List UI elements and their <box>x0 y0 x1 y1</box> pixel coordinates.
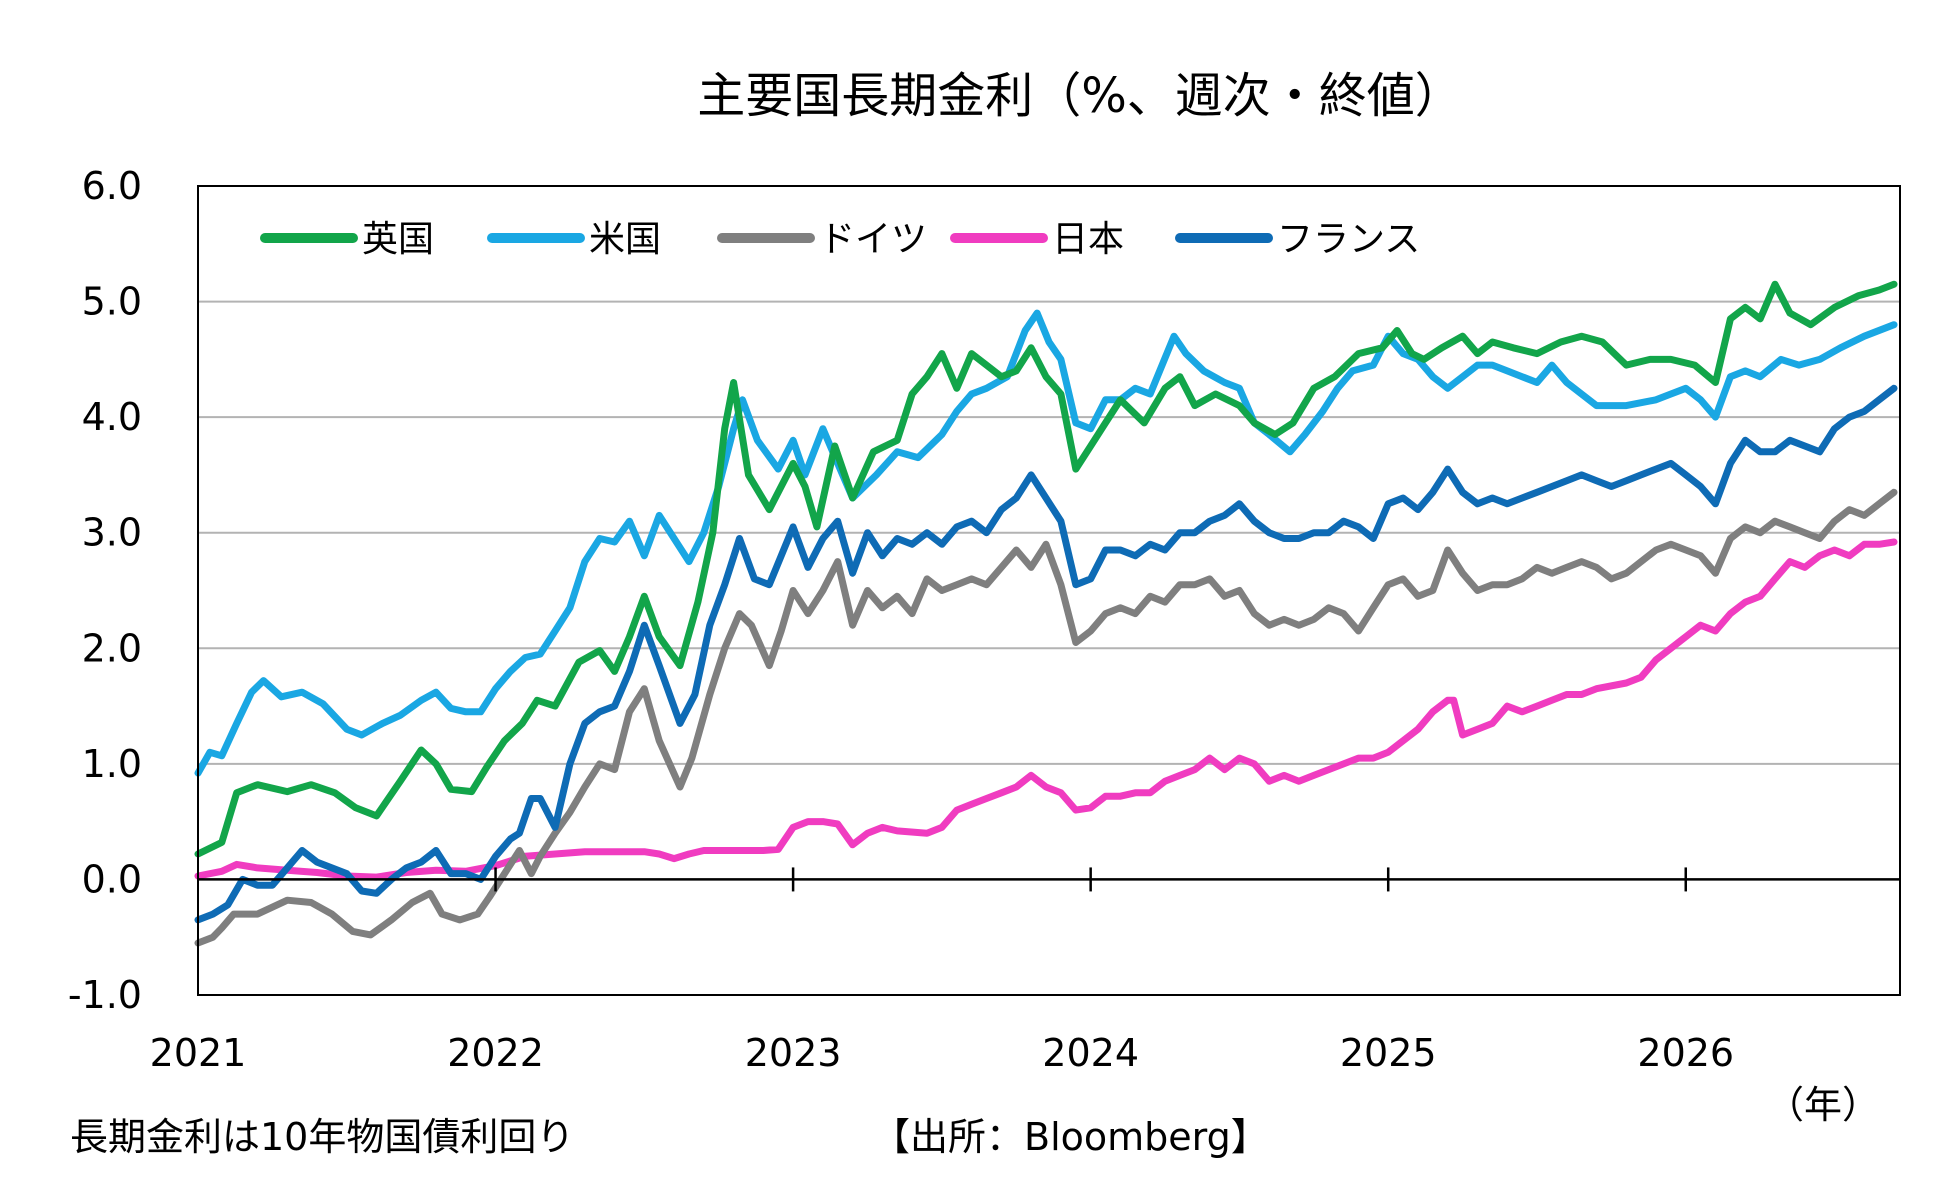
chart-title: 主要国長期金利（%、週次・終値） <box>697 68 1463 124</box>
series-line-1 <box>194 309 1898 777</box>
x-tick-label: 2025 <box>1340 1031 1437 1075</box>
y-tick-label: -1.0 <box>68 973 142 1017</box>
y-tick-label: 1.0 <box>82 742 142 786</box>
legend-item: フランス <box>1175 219 1420 260</box>
plot-frame <box>197 185 1901 996</box>
legend-item: 日本 <box>950 219 1124 260</box>
legend-label: 英国 <box>362 219 434 260</box>
footnote: 長期金利は10年物国債利回り <box>70 1115 574 1159</box>
x-axis-unit-label: （年） <box>1766 1083 1880 1127</box>
y-tick-label: 6.0 <box>82 164 142 208</box>
legend-item: ドイツ <box>717 219 927 260</box>
y-tick-label: 4.0 <box>82 395 142 439</box>
x-tick-label: 2022 <box>447 1031 544 1075</box>
axes: -1.0 0.0 1.0 2.0 3.0 4.0 5.0 6.0 2021 2022 2023 202… <box>68 164 1900 1075</box>
series-line-2 <box>194 488 1898 947</box>
x-tick-label: 2026 <box>1637 1031 1734 1075</box>
x-tick-label: 2023 <box>745 1031 842 1075</box>
y-tick-label: 3.0 <box>82 511 142 555</box>
series-lines <box>194 280 1898 947</box>
y-tick-label: 0.0 <box>82 857 142 901</box>
legend-label: フランス <box>1277 219 1420 260</box>
series-line-4 <box>194 384 1898 924</box>
x-tick-label: 2021 <box>150 1031 247 1075</box>
legend-item: 米国 <box>487 219 661 260</box>
series-line-0 <box>194 280 1898 858</box>
source-note: 【出所：Bloomberg】 <box>872 1115 1269 1159</box>
y-tick-label: 5.0 <box>82 280 142 324</box>
legend-label: 米国 <box>589 219 661 260</box>
x-tick-label: 2024 <box>1042 1031 1139 1075</box>
series-line-3 <box>194 538 1898 881</box>
legend-item: 英国 <box>260 219 434 260</box>
legend: 英国 米国 ドイツ 日本 フランス <box>260 219 1420 260</box>
legend-label: ドイツ <box>819 219 927 260</box>
y-tick-label: 2.0 <box>82 626 142 670</box>
legend-label: 日本 <box>1052 219 1124 260</box>
